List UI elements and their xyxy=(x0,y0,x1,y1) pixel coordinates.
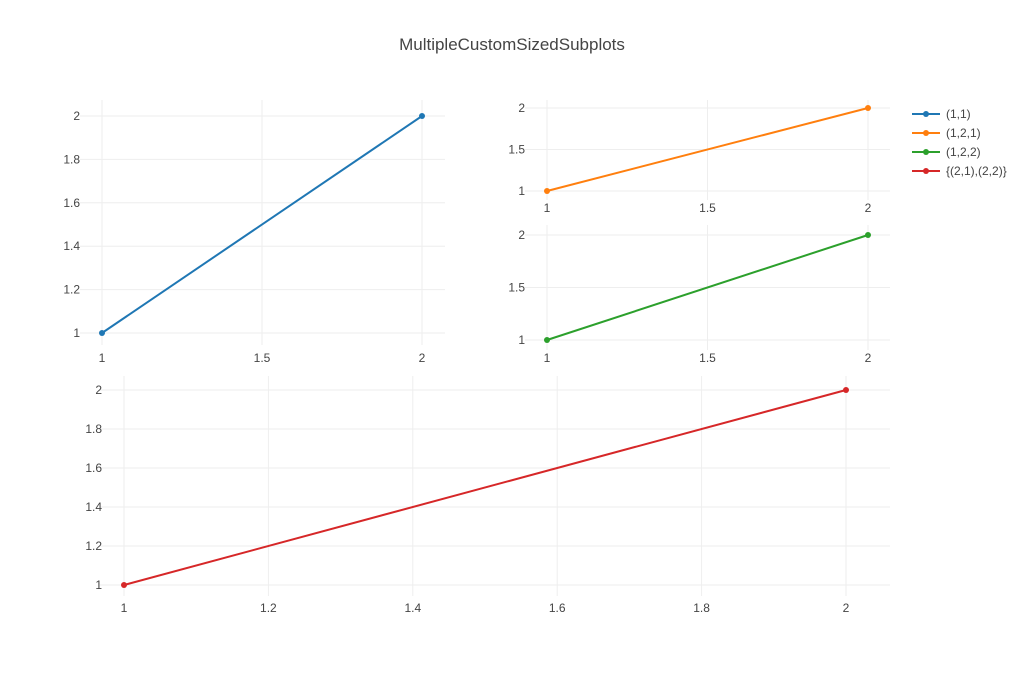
y-tick-label: 2 xyxy=(73,109,80,123)
y-tick-label: 1 xyxy=(518,333,525,347)
x-tick-label: 1.5 xyxy=(699,351,716,365)
y-tick-label: 1.2 xyxy=(85,539,102,553)
data-point[interactable] xyxy=(419,113,425,119)
x-tick-label: 2 xyxy=(865,201,872,215)
series-line xyxy=(101,115,423,334)
y-tick-label: 2 xyxy=(518,228,525,242)
legend-marker-swatch xyxy=(923,168,929,174)
x-tick-label: 1.5 xyxy=(254,351,271,365)
legend-label: (1,2,2) xyxy=(946,145,981,159)
x-tick-label: 1.8 xyxy=(693,601,710,615)
y-tick-label: 1.8 xyxy=(63,152,80,166)
legend-item[interactable]: (1,2,1) xyxy=(912,126,981,140)
y-tick-label: 1.4 xyxy=(85,500,102,514)
legend-label: {(2,1),(2,2)} xyxy=(946,164,1007,178)
legend[interactable]: (1,1) (1,2,1) (1,2,2) {(2,1),(2,2)} xyxy=(912,107,1007,178)
legend-item[interactable]: (1,2,2) xyxy=(912,145,981,159)
x-tick-label: 1 xyxy=(99,351,106,365)
x-tick-label: 2 xyxy=(419,351,426,365)
y-tick-label: 1.4 xyxy=(63,239,80,253)
series-line xyxy=(546,234,869,341)
data-point[interactable] xyxy=(865,105,871,111)
data-point[interactable] xyxy=(843,387,849,393)
series-line xyxy=(123,389,847,586)
y-tick-label: 2 xyxy=(95,383,102,397)
legend-marker-swatch xyxy=(923,111,929,117)
y-tick-label: 1.5 xyxy=(508,281,525,295)
data-point[interactable] xyxy=(544,188,550,194)
x-tick-label: 2 xyxy=(865,351,872,365)
y-tick-label: 2 xyxy=(518,101,525,115)
y-tick-label: 1 xyxy=(518,184,525,198)
y-tick-label: 1.8 xyxy=(85,422,102,436)
y-tick-label: 1.2 xyxy=(63,283,80,297)
x-tick-label: 1.5 xyxy=(699,201,716,215)
subplot-sp11: 1 1.5 2 1 1.2 1.4 1.6 1.8 2 xyxy=(63,100,445,365)
legend-label: (1,1) xyxy=(946,107,971,121)
y-tick-label: 1.5 xyxy=(508,143,525,157)
data-point[interactable] xyxy=(544,337,550,343)
legend-marker-swatch xyxy=(923,149,929,155)
legend-label: (1,2,1) xyxy=(946,126,981,140)
y-tick-label: 1 xyxy=(95,578,102,592)
legend-marker-swatch xyxy=(923,130,929,136)
legend-item[interactable]: (1,1) xyxy=(912,107,971,121)
series-line xyxy=(546,107,869,192)
y-tick-label: 1.6 xyxy=(63,196,80,210)
data-point[interactable] xyxy=(99,330,105,336)
x-tick-label: 1 xyxy=(544,201,551,215)
x-tick-label: 1.6 xyxy=(549,601,566,615)
data-point[interactable] xyxy=(121,582,127,588)
subplot-sp122: 1 1.5 2 1 1.5 2 xyxy=(508,225,890,365)
y-tick-label: 1.6 xyxy=(85,461,102,475)
legend-item[interactable]: {(2,1),(2,2)} xyxy=(912,164,1007,178)
data-point[interactable] xyxy=(865,232,871,238)
chart-title: MultipleCustomSizedSubplots xyxy=(399,35,625,54)
subplot-sp121: 1 1.5 2 1 1.5 2 xyxy=(508,100,890,215)
plot-area: 1 1.5 211.21.41.61.821 1.5 211.521 1.5 211.521… xyxy=(63,100,890,615)
subplot-sp2: 1 1.2 1.4 1.6 1.8 2 1 1.2 1.4 1.6 1.8 2 xyxy=(85,376,890,615)
x-tick-label: 2 xyxy=(843,601,850,615)
x-tick-label: 1.2 xyxy=(260,601,277,615)
x-tick-label: 1 xyxy=(544,351,551,365)
x-tick-label: 1.4 xyxy=(404,601,421,615)
x-tick-label: 1 xyxy=(121,601,128,615)
y-tick-label: 1 xyxy=(73,326,80,340)
